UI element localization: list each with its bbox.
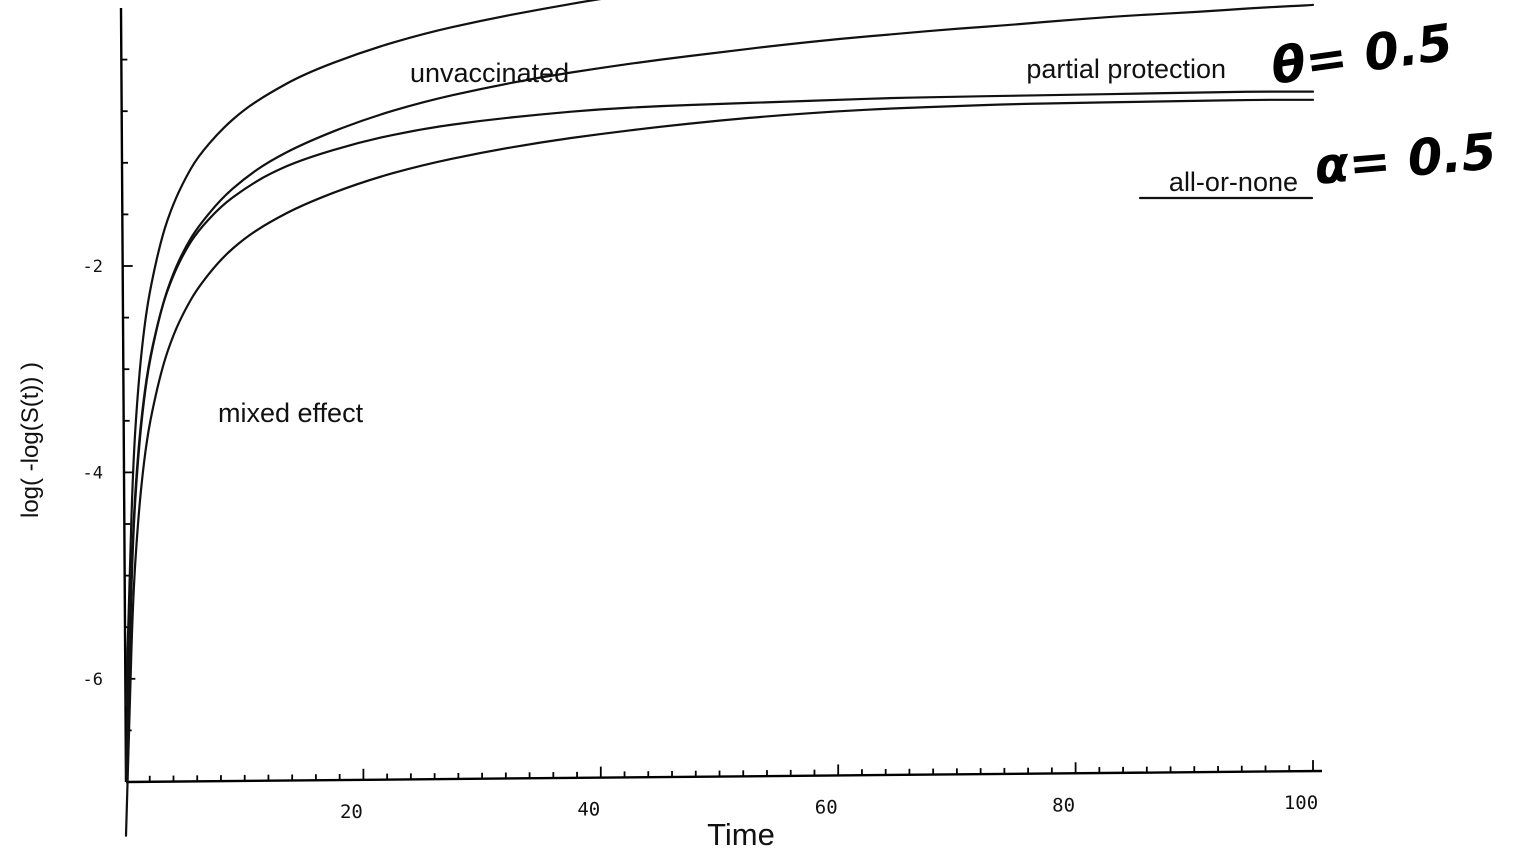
series-label-all-or-none: all-or-none [1169,167,1298,197]
series-line-all-or-none [124,90,1315,766]
series-labels: unvaccinated partial protection all-or-non… [218,54,1314,428]
x-axis-line [125,769,1323,784]
annotation-theta: θ= 0.5 [1268,13,1457,96]
annotation-alpha: α= 0.5 [1312,122,1499,196]
x-tick-label: 60 [815,796,838,818]
x-tick-label: 100 [1284,792,1318,814]
x-tick-label: 20 [340,801,363,823]
series-line-mixed-effect [124,98,1315,837]
y-axis-title: log( -log(S(t)) ) [17,362,44,518]
series-label-mixed-effect: mixed effect [218,398,364,428]
axes [119,7,1323,784]
y-tick-label: -6 [83,670,103,690]
series-group [124,0,1315,837]
y-tick-label: -4 [83,463,103,483]
x-tick-label: 40 [577,799,600,821]
series-label-unvaccinated: unvaccinated [410,58,569,88]
x-tick-label: 80 [1052,794,1075,816]
y-axis-line [119,7,128,783]
x-axis-title: Time [707,817,775,852]
series-label-partial-protection: partial protection [1026,54,1226,84]
y-tick-label: -2 [83,257,103,277]
series-line-unvaccinated [124,0,602,706]
x-ticks: 20 40 60 80 100 [148,760,1318,823]
